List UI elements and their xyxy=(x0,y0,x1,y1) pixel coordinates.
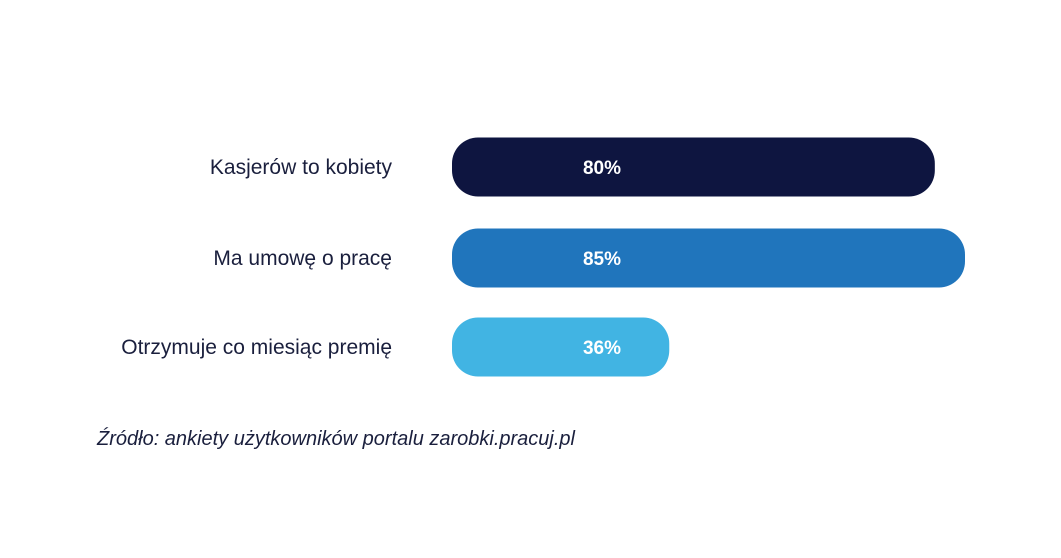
category-label: Kasjerów to kobiety xyxy=(210,156,393,179)
bar xyxy=(452,228,965,288)
bar xyxy=(452,317,670,377)
bar-value-label: 85% xyxy=(583,249,621,270)
source-note: Źródło: ankiety użytkowników portalu zar… xyxy=(97,428,575,450)
bar-value-label: 36% xyxy=(583,338,621,359)
category-label: Otrzymuje co miesiąc premię xyxy=(121,336,392,359)
bar-value-label: 80% xyxy=(583,158,621,179)
category-label: Ma umowę o pracę xyxy=(213,247,392,270)
bar xyxy=(452,137,935,197)
